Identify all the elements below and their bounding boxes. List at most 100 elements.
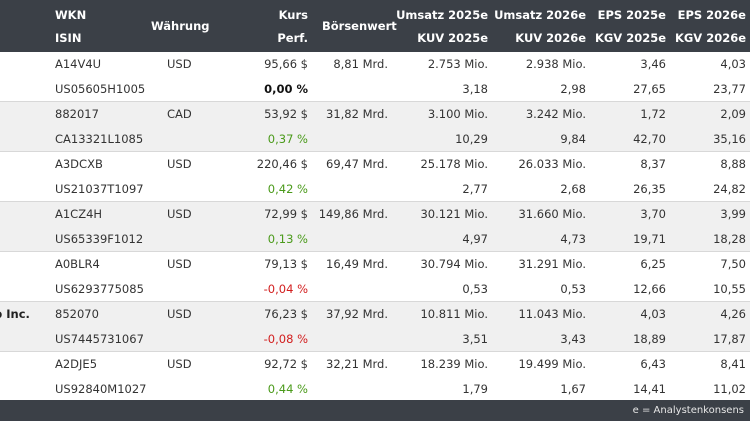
header-kuv-2025[interactable]: KUV 2025e [417, 31, 488, 45]
table-row[interactable]: A14V4U USD 95,66 $ 8,81 Mrd. 2.753 Mio. 2.938… [0, 52, 750, 77]
company-name[interactable]: p Inc. [0, 307, 30, 321]
wkn-cell: 882017 [55, 107, 99, 121]
revenue-2025-cell: 18.239 Mio. [420, 357, 488, 371]
currency-cell: USD [167, 307, 192, 321]
revenue-2026-cell: 31.660 Mio. [518, 207, 586, 221]
currency-cell: USD [167, 57, 192, 71]
price-cell: 220,46 $ [256, 157, 308, 171]
performance-cell: 0,44 % [267, 382, 308, 396]
eps-2025-cell: 6,25 [640, 257, 666, 271]
performance-cell: -0,08 % [263, 332, 308, 346]
eps-2025-cell: 3,46 [640, 57, 666, 71]
market-cap-cell: 37,92 Mrd. [326, 307, 388, 321]
revenue-2026-cell: 31.291 Mio. [518, 257, 586, 271]
header-umsatz-2025[interactable]: Umsatz 2025e [396, 8, 488, 22]
market-cap-cell: 31,82 Mrd. [326, 107, 388, 121]
kuv-2025-cell: 1,79 [462, 382, 488, 396]
price-cell: 95,66 $ [264, 57, 308, 71]
table-row-sub[interactable]: CA13321L1085 0,37 % 10,29 9,84 42,70 35,16 [0, 127, 750, 152]
table-row[interactable]: A2DJE5 USD 92,72 $ 32,21 Mrd. 18.239 Mio. 19.… [0, 352, 750, 377]
price-cell: 76,23 $ [264, 307, 308, 321]
kuv-2025-cell: 2,77 [462, 182, 488, 196]
revenue-2026-cell: 3.242 Mio. [525, 107, 586, 121]
header-perf[interactable]: Perf. [277, 31, 308, 45]
market-cap-cell: 8,81 Mrd. [333, 57, 388, 71]
table-row-sub[interactable]: US7445731067 -0,08 % 3,51 3,43 18,89 17,87 [0, 327, 750, 352]
revenue-2025-cell: 25.178 Mio. [420, 157, 488, 171]
wkn-cell: 852070 [55, 307, 99, 321]
table-row[interactable]: A0BLR4 USD 79,13 $ 16,49 Mrd. 30.794 Mio. 31.… [0, 252, 750, 277]
currency-cell: USD [167, 357, 192, 371]
table-footer: e = Analystenkonsens [0, 400, 750, 421]
performance-cell: -0,04 % [263, 282, 308, 296]
price-cell: 92,72 $ [264, 357, 308, 371]
kgv-2025-cell: 12,66 [633, 282, 666, 296]
eps-2026-cell: 7,50 [720, 257, 746, 271]
revenue-2026-cell: 2.938 Mio. [525, 57, 586, 71]
header-kgv-2025[interactable]: KGV 2025e [594, 31, 666, 45]
kgv-2026-cell: 23,77 [713, 82, 746, 96]
table-row-sub[interactable]: US21037T1097 0,42 % 2,77 2,68 26,35 24,82 [0, 177, 750, 202]
market-cap-cell: 32,21 Mrd. [326, 357, 388, 371]
header-eps-2025[interactable]: EPS 2025e [597, 8, 666, 22]
kgv-2025-cell: 18,89 [633, 332, 666, 346]
revenue-2025-cell: 30.794 Mio. [420, 257, 488, 271]
header-eps-2026[interactable]: EPS 2026e [677, 8, 746, 22]
revenue-2026-cell: 19.499 Mio. [518, 357, 586, 371]
eps-2026-cell: 4,26 [720, 307, 746, 321]
performance-cell: 0,37 % [267, 132, 308, 146]
isin-cell: US7445731067 [55, 332, 144, 346]
header-boersenwert[interactable]: Börsenwert [322, 19, 397, 33]
kgv-2025-cell: 27,65 [633, 82, 666, 96]
currency-cell: CAD [167, 107, 192, 121]
footnote: e = Analystenkonsens [632, 405, 744, 416]
header-kgv-2026[interactable]: KGV 2026e [674, 31, 746, 45]
table-row[interactable]: A1CZ4H USD 72,99 $ 149,86 Mrd. 30.121 Mio. 31… [0, 202, 750, 227]
table-row-sub[interactable]: US65339F1012 0,13 % 4,97 4,73 19,71 18,28 [0, 227, 750, 252]
header-kuv-2026[interactable]: KUV 2026e [515, 31, 586, 45]
header-umsatz-2026[interactable]: Umsatz 2026e [494, 8, 586, 22]
kuv-2026-cell: 0,53 [560, 282, 586, 296]
kuv-2026-cell: 1,67 [560, 382, 586, 396]
table-row-sub[interactable]: US05605H1005 0,00 % 3,18 2,98 27,65 23,77 [0, 77, 750, 102]
kuv-2026-cell: 2,68 [560, 182, 586, 196]
eps-2026-cell: 4,03 [720, 57, 746, 71]
header-isin[interactable]: ISIN [55, 31, 82, 45]
isin-cell: US05605H1005 [55, 82, 146, 96]
wkn-cell: A0BLR4 [55, 257, 100, 271]
eps-2025-cell: 1,72 [640, 107, 666, 121]
kgv-2025-cell: 42,70 [633, 132, 666, 146]
kgv-2025-cell: 19,71 [633, 232, 666, 246]
kuv-2026-cell: 2,98 [560, 82, 586, 96]
revenue-2025-cell: 30.121 Mio. [420, 207, 488, 221]
table-row[interactable]: A3DCXB USD 220,46 $ 69,47 Mrd. 25.178 Mio. 26… [0, 152, 750, 177]
table-row-sub[interactable]: US92840M1027 0,44 % 1,79 1,67 14,41 11,02 [0, 377, 750, 402]
kuv-2025-cell: 10,29 [455, 132, 488, 146]
header-kurs[interactable]: Kurs [278, 8, 308, 22]
kuv-2025-cell: 3,51 [462, 332, 488, 346]
kgv-2026-cell: 10,55 [713, 282, 746, 296]
table-body: A14V4U USD 95,66 $ 8,81 Mrd. 2.753 Mio. 2.938… [0, 52, 750, 402]
header-waehrung[interactable]: Währung [151, 19, 210, 33]
revenue-2025-cell: 2.753 Mio. [427, 57, 488, 71]
table-row[interactable]: 882017 CAD 53,92 $ 31,82 Mrd. 3.100 Mio. 3.24… [0, 102, 750, 127]
kuv-2025-cell: 4,97 [462, 232, 488, 246]
eps-2026-cell: 8,88 [720, 157, 746, 171]
table-row-sub[interactable]: US6293775085 -0,04 % 0,53 0,53 12,66 10,55 [0, 277, 750, 302]
header-wkn[interactable]: WKN [55, 8, 87, 22]
kuv-2026-cell: 4,73 [560, 232, 586, 246]
revenue-2025-cell: 10.811 Mio. [420, 307, 488, 321]
table-row[interactable]: p Inc. 852070 USD 76,23 $ 37,92 Mrd. 10.811 M… [0, 302, 750, 327]
eps-2025-cell: 3,70 [640, 207, 666, 221]
performance-cell: 0,00 % [264, 82, 308, 96]
isin-cell: US92840M1027 [55, 382, 147, 396]
price-cell: 53,92 $ [264, 107, 308, 121]
kuv-2026-cell: 9,84 [560, 132, 586, 146]
kgv-2026-cell: 24,82 [713, 182, 746, 196]
table-header: WKN ISIN Währung Kurs Perf. Börsenwert U… [0, 0, 750, 52]
kgv-2025-cell: 14,41 [633, 382, 666, 396]
performance-cell: 0,13 % [267, 232, 308, 246]
kgv-2026-cell: 18,28 [713, 232, 746, 246]
wkn-cell: A2DJE5 [55, 357, 98, 371]
